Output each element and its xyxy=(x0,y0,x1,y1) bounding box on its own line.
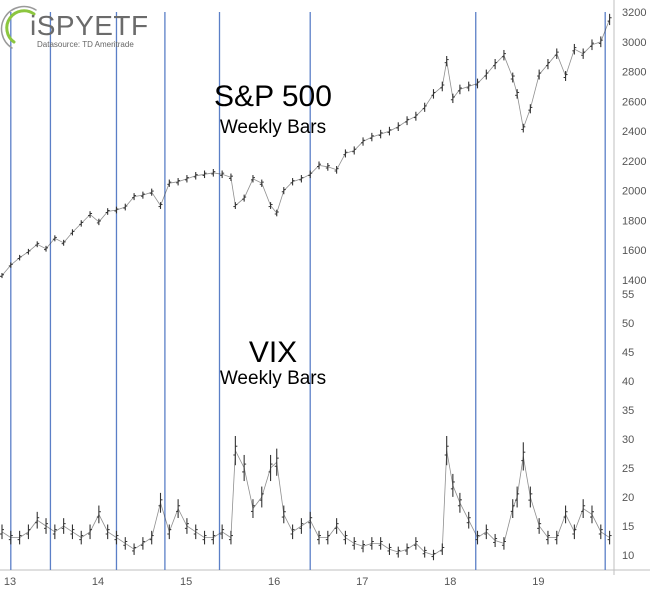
vix-subtitle: Weekly Bars xyxy=(220,368,326,389)
vix-y-axis: 10 15 20 25 30 35 40 45 50 55 xyxy=(622,289,634,562)
sp500-y-tick-2200: 2200 xyxy=(622,156,646,168)
logo-swoosh-gray-icon xyxy=(0,5,37,49)
vix-y-tick-40: 40 xyxy=(622,376,634,388)
sp500-y-tick-1400: 1400 xyxy=(622,275,646,287)
x-tick-14: 14 xyxy=(92,576,104,588)
chart-frame xyxy=(0,0,650,575)
vix-y-tick-55: 55 xyxy=(622,289,634,301)
sp500-y-tick-1800: 1800 xyxy=(622,215,646,227)
x-tick-17: 17 xyxy=(356,576,368,588)
sp500-y-axis: 1400 1600 1800 2000 2200 2400 2600 2800 3000 3200 xyxy=(622,7,646,287)
sp500-y-tick-2000: 2000 xyxy=(622,186,646,198)
vix-y-tick-45: 45 xyxy=(622,347,634,359)
vix-series xyxy=(0,435,612,561)
marker-lines xyxy=(10,12,606,570)
x-axis: 13 14 15 16 17 18 19 xyxy=(4,576,545,588)
vix-y-tick-35: 35 xyxy=(622,405,634,417)
vix-y-tick-15: 15 xyxy=(622,521,634,533)
logo-name: iSPYETF xyxy=(30,10,149,41)
x-tick-13: 13 xyxy=(4,576,16,588)
sp500-y-tick-1600: 1600 xyxy=(622,245,646,257)
vix-title: VIX xyxy=(249,336,297,369)
logo-datasource: Datasource: TD Ameritrade xyxy=(37,40,134,49)
vix-trace xyxy=(1,449,610,556)
vix-y-tick-50: 50 xyxy=(622,318,634,330)
logo-swoosh-icon xyxy=(5,9,36,44)
sp500-y-tick-3200: 3200 xyxy=(622,7,646,19)
sp500-subtitle: Weekly Bars xyxy=(220,117,326,138)
sp500-y-tick-2400: 2400 xyxy=(622,126,646,138)
x-tick-16: 16 xyxy=(268,576,280,588)
sp500-y-tick-3000: 3000 xyxy=(622,37,646,49)
ispyetf-logo: iSPYETF Datasource: TD Ameritrade xyxy=(0,5,149,49)
x-tick-15: 15 xyxy=(180,576,192,588)
sp500-trace xyxy=(1,19,610,276)
vix-y-tick-20: 20 xyxy=(622,492,634,504)
sp500-y-tick-2800: 2800 xyxy=(622,67,646,79)
vix-y-tick-30: 30 xyxy=(622,434,634,446)
x-tick-19: 19 xyxy=(532,576,544,588)
vix-y-tick-25: 25 xyxy=(622,463,634,475)
sp500-title: S&P 500 xyxy=(214,80,332,113)
sp500-series xyxy=(0,13,612,279)
x-tick-18: 18 xyxy=(444,576,456,588)
sp500-y-tick-2600: 2600 xyxy=(622,96,646,108)
vix-y-tick-10: 10 xyxy=(622,550,634,562)
